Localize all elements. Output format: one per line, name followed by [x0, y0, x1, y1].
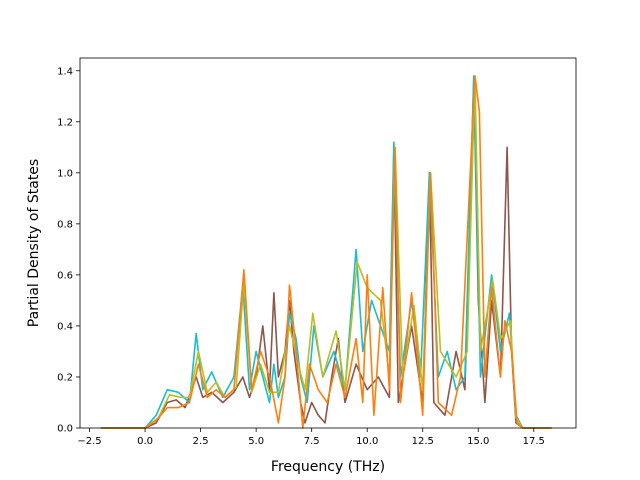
- x-tick-label: 0.0: [137, 436, 153, 447]
- y-axis-ticks: 0.0 0.2 0.4 0.6 0.8 1.0 1.2 1.4: [57, 66, 80, 435]
- x-tick-label: −2.5: [77, 436, 101, 447]
- plot-area-frame: [79, 57, 577, 429]
- x-tick-label: 17.5: [523, 436, 545, 447]
- x-tick-label: 7.5: [304, 436, 320, 447]
- y-tick-label: 1.0: [57, 168, 73, 179]
- series-layer: [100, 75, 552, 429]
- x-tick-label: 10.0: [356, 436, 378, 447]
- x-tick-label: 2.5: [193, 436, 209, 447]
- y-tick-label: 0.4: [57, 321, 73, 332]
- y-tick-label: 1.2: [57, 117, 73, 128]
- x-tick-label: 15.0: [467, 436, 489, 447]
- y-axis-label: Partial Density of States: [26, 159, 42, 327]
- y-tick-label: 1.4: [57, 66, 73, 77]
- series-line-4: [100, 75, 552, 429]
- x-axis-ticks: −2.5 0.0 2.5 5.0 7.5 10.0 12.5 15.0 17.5: [77, 428, 545, 447]
- y-tick-label: 0.6: [57, 270, 73, 281]
- x-tick-label: 12.5: [412, 436, 434, 447]
- y-tick-label: 0.8: [57, 219, 73, 230]
- y-tick-label: 0.0: [57, 424, 73, 435]
- y-tick-label: 0.2: [57, 372, 73, 383]
- x-tick-label: 5.0: [248, 436, 264, 447]
- x-axis-label: Frequency (THz): [271, 459, 385, 475]
